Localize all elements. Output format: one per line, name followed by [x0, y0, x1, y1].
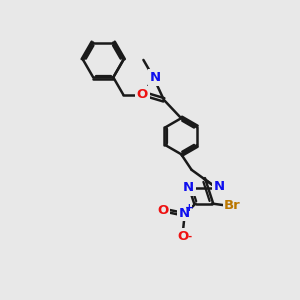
- Text: Br: Br: [224, 199, 241, 212]
- Text: -: -: [187, 232, 191, 242]
- Text: N: N: [179, 207, 190, 220]
- Text: N: N: [150, 71, 161, 84]
- Text: N: N: [213, 180, 224, 193]
- Text: +: +: [185, 203, 194, 213]
- Text: N: N: [183, 181, 194, 194]
- Text: O: O: [158, 205, 169, 218]
- Text: O: O: [177, 230, 188, 243]
- Text: O: O: [137, 88, 148, 101]
